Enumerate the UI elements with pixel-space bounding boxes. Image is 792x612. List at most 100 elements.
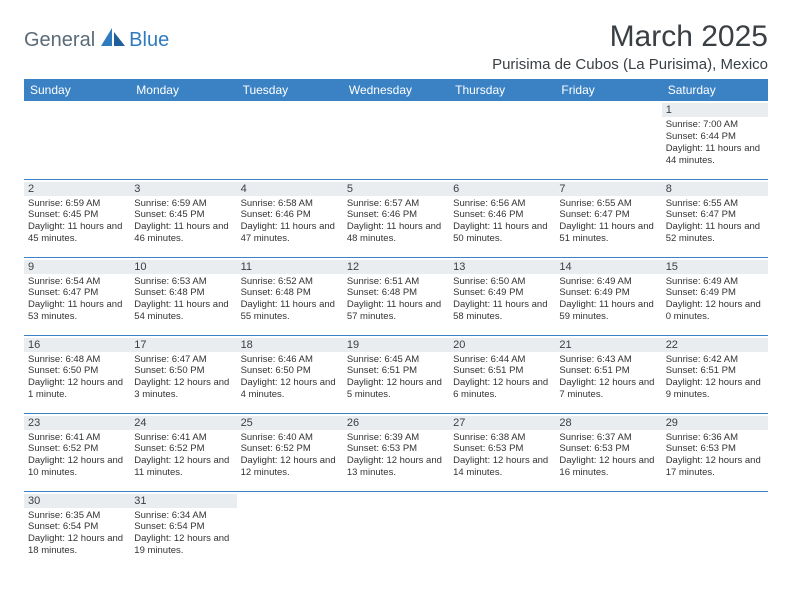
day-details: Sunrise: 6:58 AMSunset: 6:46 PMDaylight:… <box>241 198 339 246</box>
sunset-text: Sunset: 6:52 PM <box>28 443 126 455</box>
day-details: Sunrise: 6:49 AMSunset: 6:49 PMDaylight:… <box>666 276 764 324</box>
daylight-text: Daylight: 12 hours and 14 minutes. <box>453 455 551 479</box>
day-cell: 17Sunrise: 6:47 AMSunset: 6:50 PMDayligh… <box>130 335 236 413</box>
day-number: 29 <box>662 416 768 430</box>
sunset-text: Sunset: 6:51 PM <box>347 365 445 377</box>
sunrise-text: Sunrise: 6:44 AM <box>453 354 551 366</box>
empty-cell <box>555 491 661 569</box>
sunrise-text: Sunrise: 6:40 AM <box>241 432 339 444</box>
day-details: Sunrise: 6:43 AMSunset: 6:51 PMDaylight:… <box>559 354 657 402</box>
sunrise-text: Sunrise: 6:35 AM <box>28 510 126 522</box>
day-number: 3 <box>130 182 236 196</box>
sunrise-text: Sunrise: 6:41 AM <box>134 432 232 444</box>
weekday-header: Tuesday <box>237 79 343 101</box>
empty-cell <box>449 491 555 569</box>
sunrise-text: Sunrise: 6:51 AM <box>347 276 445 288</box>
day-cell: 24Sunrise: 6:41 AMSunset: 6:52 PMDayligh… <box>130 413 236 491</box>
daylight-text: Daylight: 12 hours and 9 minutes. <box>666 377 764 401</box>
daylight-text: Daylight: 12 hours and 18 minutes. <box>28 533 126 557</box>
day-details: Sunrise: 6:42 AMSunset: 6:51 PMDaylight:… <box>666 354 764 402</box>
day-cell: 9Sunrise: 6:54 AMSunset: 6:47 PMDaylight… <box>24 257 130 335</box>
month-title: March 2025 <box>492 20 768 54</box>
day-cell: 2Sunrise: 6:59 AMSunset: 6:45 PMDaylight… <box>24 179 130 257</box>
sunset-text: Sunset: 6:50 PM <box>241 365 339 377</box>
sunrise-text: Sunrise: 6:54 AM <box>28 276 126 288</box>
sunset-text: Sunset: 6:49 PM <box>666 287 764 299</box>
sunset-text: Sunset: 6:51 PM <box>453 365 551 377</box>
day-cell: 19Sunrise: 6:45 AMSunset: 6:51 PMDayligh… <box>343 335 449 413</box>
sunset-text: Sunset: 6:53 PM <box>453 443 551 455</box>
day-number: 12 <box>343 260 449 274</box>
sunset-text: Sunset: 6:54 PM <box>134 521 232 533</box>
daylight-text: Daylight: 11 hours and 47 minutes. <box>241 221 339 245</box>
week-row: 1Sunrise: 7:00 AMSunset: 6:44 PMDaylight… <box>24 101 768 179</box>
daylight-text: Daylight: 12 hours and 16 minutes. <box>559 455 657 479</box>
weekday-header-row: Sunday Monday Tuesday Wednesday Thursday… <box>24 79 768 101</box>
day-cell: 3Sunrise: 6:59 AMSunset: 6:45 PMDaylight… <box>130 179 236 257</box>
day-cell: 28Sunrise: 6:37 AMSunset: 6:53 PMDayligh… <box>555 413 661 491</box>
empty-cell <box>343 491 449 569</box>
day-cell: 18Sunrise: 6:46 AMSunset: 6:50 PMDayligh… <box>237 335 343 413</box>
sunrise-text: Sunrise: 6:34 AM <box>134 510 232 522</box>
daylight-text: Daylight: 11 hours and 57 minutes. <box>347 299 445 323</box>
daylight-text: Daylight: 11 hours and 51 minutes. <box>559 221 657 245</box>
sunset-text: Sunset: 6:49 PM <box>559 287 657 299</box>
day-cell: 29 Sunrise: 6:36 AMSunset: 6:53 PMDayligh… <box>662 413 768 491</box>
day-cell: 11Sunrise: 6:52 AMSunset: 6:48 PMDayligh… <box>237 257 343 335</box>
week-row: 9Sunrise: 6:54 AMSunset: 6:47 PMDaylight… <box>24 257 768 335</box>
day-details: Sunrise: 6:50 AMSunset: 6:49 PMDaylight:… <box>453 276 551 324</box>
day-cell: 31Sunrise: 6:34 AMSunset: 6:54 PMDayligh… <box>130 491 236 569</box>
sunrise-text: Sunrise: 6:59 AM <box>28 198 126 210</box>
weekday-header: Wednesday <box>343 79 449 101</box>
sunset-text: Sunset: 6:44 PM <box>666 131 764 143</box>
sunset-text: Sunset: 6:52 PM <box>241 443 339 455</box>
daylight-text: Daylight: 11 hours and 45 minutes. <box>28 221 126 245</box>
day-details: Sunrise: 6:34 AMSunset: 6:54 PMDaylight:… <box>134 510 232 558</box>
logo-text-general: General <box>24 29 95 52</box>
day-details: Sunrise: 6:47 AMSunset: 6:50 PMDaylight:… <box>134 354 232 402</box>
day-cell: 21 Sunrise: 6:43 AMSunset: 6:51 PMDayligh… <box>555 335 661 413</box>
day-number: 19 <box>343 338 449 352</box>
calendar-table: Sunday Monday Tuesday Wednesday Thursday… <box>24 79 768 569</box>
day-cell: 30Sunrise: 6:35 AMSunset: 6:54 PMDayligh… <box>24 491 130 569</box>
day-cell: 26Sunrise: 6:39 AMSunset: 6:53 PMDayligh… <box>343 413 449 491</box>
empty-cell <box>555 101 661 179</box>
logo-sail-icon <box>101 28 127 53</box>
weekday-header: Sunday <box>24 79 130 101</box>
daylight-text: Daylight: 11 hours and 50 minutes. <box>453 221 551 245</box>
sunrise-text: Sunrise: 6:53 AM <box>134 276 232 288</box>
sunrise-text: Sunrise: 7:00 AM <box>666 119 764 131</box>
sunrise-text: Sunrise: 6:47 AM <box>134 354 232 366</box>
day-cell: 7Sunrise: 6:55 AMSunset: 6:47 PMDaylight… <box>555 179 661 257</box>
day-number: 15 <box>662 260 768 274</box>
day-details: Sunrise: 6:40 AMSunset: 6:52 PMDaylight:… <box>241 432 339 480</box>
empty-cell <box>449 101 555 179</box>
day-details: Sunrise: 6:56 AMSunset: 6:46 PMDaylight:… <box>453 198 551 246</box>
sunset-text: Sunset: 6:47 PM <box>666 209 764 221</box>
day-cell: 20Sunrise: 6:44 AMSunset: 6:51 PMDayligh… <box>449 335 555 413</box>
daylight-text: Daylight: 12 hours and 17 minutes. <box>666 455 764 479</box>
day-details: Sunrise: 6:49 AMSunset: 6:49 PMDaylight:… <box>559 276 657 324</box>
week-row: 2Sunrise: 6:59 AMSunset: 6:45 PMDaylight… <box>24 179 768 257</box>
daylight-text: Daylight: 12 hours and 7 minutes. <box>559 377 657 401</box>
daylight-text: Daylight: 12 hours and 4 minutes. <box>241 377 339 401</box>
sunset-text: Sunset: 6:53 PM <box>347 443 445 455</box>
day-cell: 22Sunrise: 6:42 AMSunset: 6:51 PMDayligh… <box>662 335 768 413</box>
sunrise-text: Sunrise: 6:42 AM <box>666 354 764 366</box>
daylight-text: Daylight: 12 hours and 19 minutes. <box>134 533 232 557</box>
day-details: Sunrise: 6:41 AMSunset: 6:52 PMDaylight:… <box>134 432 232 480</box>
week-row: 30Sunrise: 6:35 AMSunset: 6:54 PMDayligh… <box>24 491 768 569</box>
day-details: Sunrise: 6:52 AMSunset: 6:48 PMDaylight:… <box>241 276 339 324</box>
day-number: 21 <box>555 338 661 352</box>
sunrise-text: Sunrise: 6:48 AM <box>28 354 126 366</box>
weekday-header: Monday <box>130 79 236 101</box>
day-details: Sunrise: 6:36 AMSunset: 6:53 PMDaylight:… <box>666 432 764 480</box>
day-details: Sunrise: 6:46 AMSunset: 6:50 PMDaylight:… <box>241 354 339 402</box>
day-details: Sunrise: 6:38 AMSunset: 6:53 PMDaylight:… <box>453 432 551 480</box>
day-details: Sunrise: 6:51 AMSunset: 6:48 PMDaylight:… <box>347 276 445 324</box>
day-details: Sunrise: 6:57 AMSunset: 6:46 PMDaylight:… <box>347 198 445 246</box>
day-number: 5 <box>343 182 449 196</box>
logo-text-blue: Blue <box>129 29 169 52</box>
day-cell: 16Sunrise: 6:48 AMSunset: 6:50 PMDayligh… <box>24 335 130 413</box>
daylight-text: Daylight: 12 hours and 6 minutes. <box>453 377 551 401</box>
